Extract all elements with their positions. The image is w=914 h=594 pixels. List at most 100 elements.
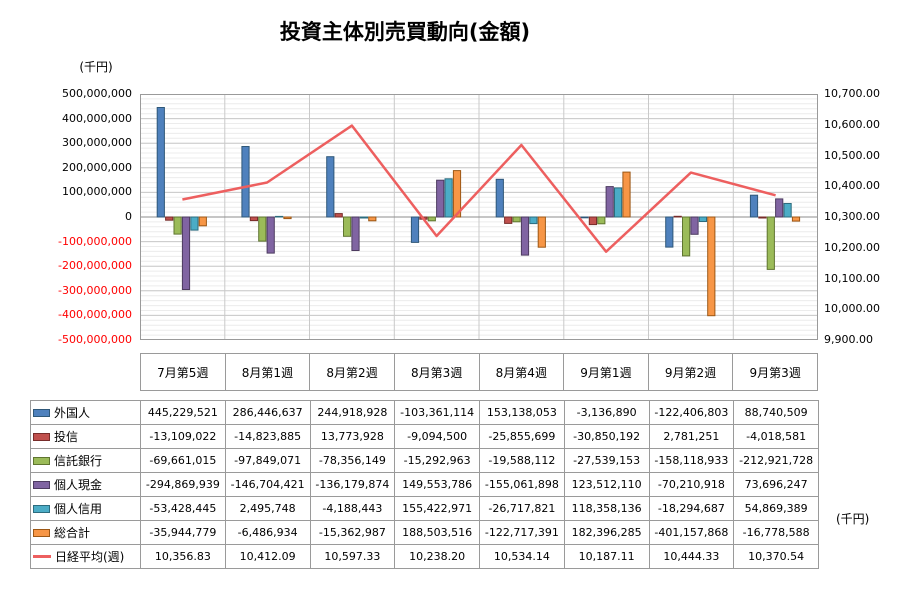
- table-value-cell: -4,018,581: [734, 425, 819, 449]
- bar-個人現金: [690, 216, 699, 235]
- line-legend-key-icon: [33, 555, 51, 558]
- table-value-cell: -19,588,112: [480, 449, 565, 473]
- bar-信託銀行: [343, 216, 352, 237]
- bar-個人信用: [444, 178, 453, 218]
- table-value-cell: -26,717,821: [480, 497, 565, 521]
- bar-個人現金: [351, 216, 360, 251]
- bar-個人信用: [783, 203, 792, 218]
- bar-総合計: [283, 216, 292, 220]
- left-axis-tick: 300,000,000: [62, 136, 132, 150]
- table-value-cell: 155,422,971: [395, 497, 480, 521]
- table-value-cell: -122,406,803: [649, 401, 735, 425]
- table-value-cell: -3,136,890: [564, 401, 650, 425]
- bar-個人信用: [359, 216, 369, 219]
- bar-外国人: [410, 216, 420, 243]
- bar-総合計: [622, 171, 631, 218]
- table-value-cell: 10,412.09: [225, 545, 311, 569]
- table-value-cell: -4,188,443: [310, 497, 396, 521]
- table-value-cell: -78,356,149: [310, 449, 396, 473]
- category-label: 8月第2週: [309, 354, 394, 390]
- table-value-cell: -6,486,934: [225, 521, 311, 545]
- bar-投信: [504, 216, 513, 224]
- table-value-cell: -294,869,939: [141, 473, 226, 497]
- table-value-cell: -103,361,114: [395, 401, 480, 425]
- left-axis-unit-label: (千円): [79, 60, 113, 74]
- left-axis-tick: 0: [125, 210, 132, 223]
- right-axis-tick: 10,400.00: [824, 179, 880, 193]
- table-value-cell: -53,428,445: [141, 497, 226, 521]
- bar-総合計: [791, 216, 801, 222]
- bar-投信: [249, 216, 259, 222]
- left-axis-tick: 400,000,000: [62, 111, 132, 125]
- bar-個人信用: [698, 216, 707, 222]
- right-axis-tick: 10,500.00: [824, 148, 880, 162]
- bar-legend-key-icon: [33, 528, 50, 537]
- series-name: 日経平均(週): [55, 550, 125, 564]
- table-value-cell: 188,503,516: [395, 521, 480, 545]
- table-value-cell: 13,773,928: [310, 425, 396, 449]
- series-name: 外国人: [54, 406, 91, 420]
- table-value-cell: -14,823,885: [225, 425, 311, 449]
- table-value-cell: -122,717,391: [480, 521, 565, 545]
- table-value-cell: 2,495,748: [225, 497, 311, 521]
- bar-信託銀行: [682, 216, 691, 257]
- category-label: 7月第5週: [157, 365, 209, 380]
- series-name: 信託銀行: [54, 454, 103, 468]
- chart-canvas: [140, 94, 818, 340]
- bar-投信: [165, 216, 174, 221]
- bar-個人現金: [605, 186, 614, 218]
- table-value-cell: 118,358,136: [564, 497, 650, 521]
- category-axis: 7月第5週 8月第1週 8月第2週 8月第3週 8月第4週 9月第1週 9月第2週 9月第3週: [140, 353, 818, 391]
- left-axis-tick: -300,000,000: [58, 283, 132, 297]
- plot-border: [140, 94, 818, 340]
- bar-総合計: [707, 216, 716, 317]
- bar-投信: [334, 213, 343, 218]
- table-value-cell: 10,370.54: [734, 545, 819, 569]
- bar-総合計: [537, 216, 546, 248]
- left-axis-tick: 500,000,000: [62, 87, 132, 100]
- series-legend-label: 総合計: [31, 521, 141, 545]
- bar-信託銀行: [597, 216, 606, 225]
- table-value-cell: 10,534.14: [480, 545, 565, 569]
- bar-個人信用: [614, 187, 623, 218]
- table-value-cell: -155,061,898: [480, 473, 565, 497]
- bar-総合計: [368, 216, 377, 222]
- table-value-cell: 10,356.83: [141, 545, 226, 569]
- right-axis-tick: 10,700.00: [824, 87, 880, 100]
- left-axis-tick: -400,000,000: [58, 308, 132, 322]
- table-value-cell: -69,661,015: [141, 449, 226, 473]
- table-value-cell: -35,944,779: [141, 521, 226, 545]
- table-value-cell: 10,187.11: [564, 545, 650, 569]
- bar-個人信用: [190, 216, 199, 231]
- bar-個人現金: [266, 216, 275, 254]
- series-legend-label: 日経平均(週): [31, 545, 141, 569]
- right-axis-tick: 10,300.00: [824, 210, 880, 223]
- category-label: 9月第2週: [647, 354, 733, 390]
- bar-個人信用: [529, 216, 538, 225]
- left-axis-tick: -500,000,000: [58, 333, 132, 346]
- data-table: 外国人 445,229,521 286,446,637 244,918,928 -103…: [30, 400, 819, 569]
- right-axis-unit-label: (千円): [836, 512, 870, 526]
- bar-個人現金: [181, 216, 191, 290]
- table-value-cell: 54,869,389: [734, 497, 819, 521]
- bar-信託銀行: [766, 216, 775, 270]
- bar-信託銀行: [173, 216, 182, 235]
- table-value-cell: 10,238.20: [395, 545, 480, 569]
- table-value-cell: 244,918,928: [310, 401, 396, 425]
- right-axis-tick: 10,100.00: [824, 271, 880, 285]
- bar-外国人: [580, 216, 589, 219]
- table-value-cell: 73,696,247: [734, 473, 819, 497]
- table-value-cell: 182,396,285: [564, 521, 650, 545]
- right-axis-tick: 9,900.00: [824, 333, 873, 346]
- table-value-cell: -25,855,699: [480, 425, 565, 449]
- table-value-cell: -158,118,933: [649, 449, 735, 473]
- category-label: 9月第1週: [563, 354, 648, 390]
- right-axis-tick: 10,200.00: [824, 240, 880, 254]
- table-value-cell: 445,229,521: [141, 401, 226, 425]
- table-value-cell: -16,778,588: [734, 521, 819, 545]
- series-legend-label: 個人現金: [31, 473, 141, 497]
- table-value-cell: -9,094,500: [395, 425, 480, 449]
- series-name: 個人信用: [54, 502, 103, 516]
- bar-個人現金: [436, 179, 445, 218]
- series-name: 個人現金: [54, 478, 103, 492]
